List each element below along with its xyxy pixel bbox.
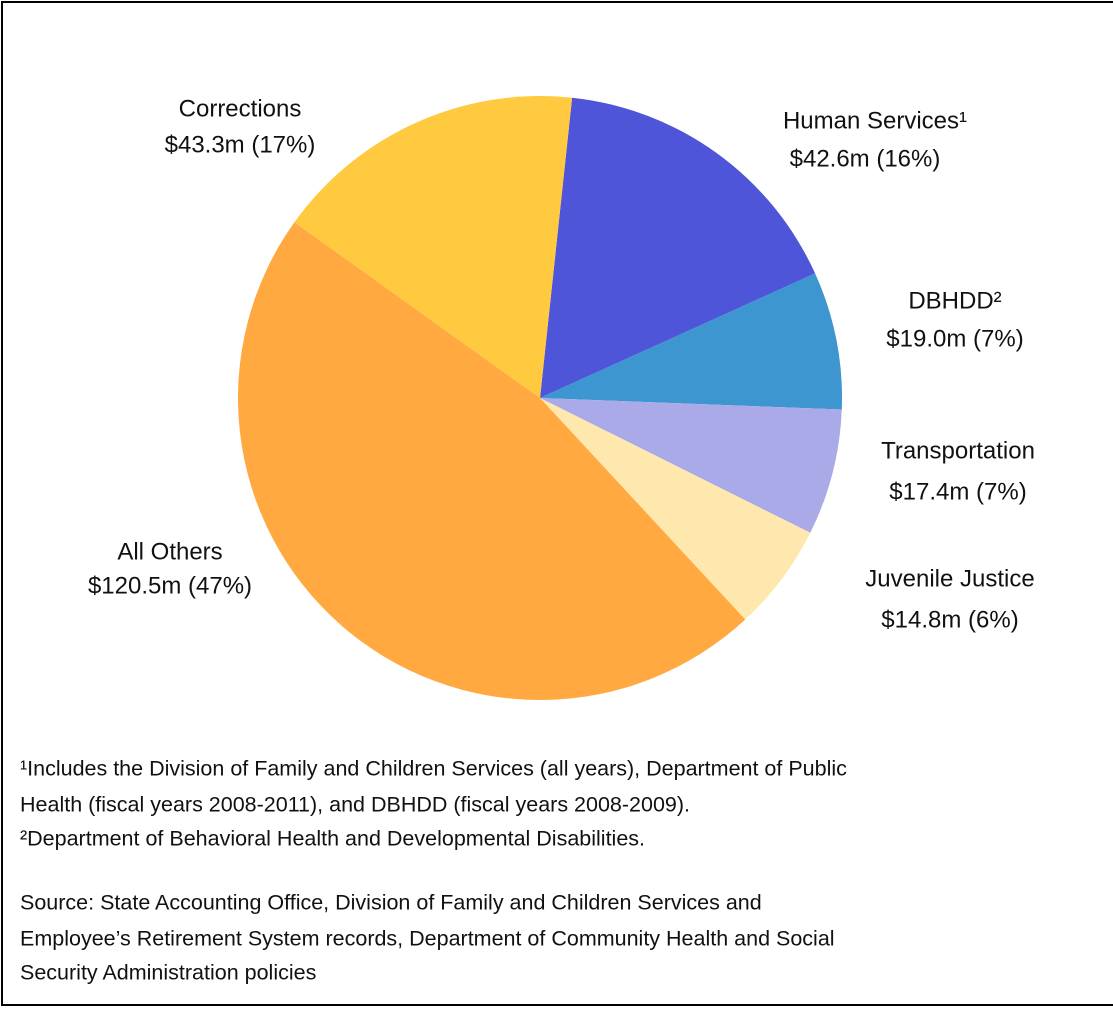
pie-slice (540, 97, 816, 399)
slice-value-label: $14.8m (6%) (881, 606, 1018, 633)
footnote: Health (fiscal years 2008-2011), and DBH… (20, 793, 690, 817)
slice-label: Corrections (179, 95, 302, 122)
footnote: ¹Includes the Division of Family and Chi… (20, 757, 847, 781)
slice-label: All Others (117, 538, 222, 565)
footnote: ²Department of Behavioral Health and Dev… (20, 827, 645, 851)
slice-label: Juvenile Justice (865, 565, 1034, 592)
slice-label: Transportation (881, 437, 1035, 464)
slice-value-label: $17.4m (7%) (889, 478, 1026, 505)
slice-value-label: $42.6m (16%) (790, 145, 941, 172)
pie-slice (294, 95, 573, 398)
pie-slice (540, 273, 842, 410)
slice-label: Human Services¹ (783, 107, 967, 134)
source-note: Employee’s Retirement System records, De… (20, 927, 835, 951)
slice-label: DBHDD² (908, 287, 1001, 314)
pie-slice (540, 398, 842, 533)
source-note: Security Administration policies (20, 961, 316, 985)
pie-slice (238, 222, 746, 701)
slice-value-label: $120.5m (47%) (88, 572, 252, 599)
source-note: Source: State Accounting Office, Divisio… (20, 891, 762, 915)
pie-slice (540, 398, 811, 620)
slice-value-label: $43.3m (17%) (165, 131, 316, 158)
slice-value-label: $19.0m (7%) (886, 325, 1023, 352)
